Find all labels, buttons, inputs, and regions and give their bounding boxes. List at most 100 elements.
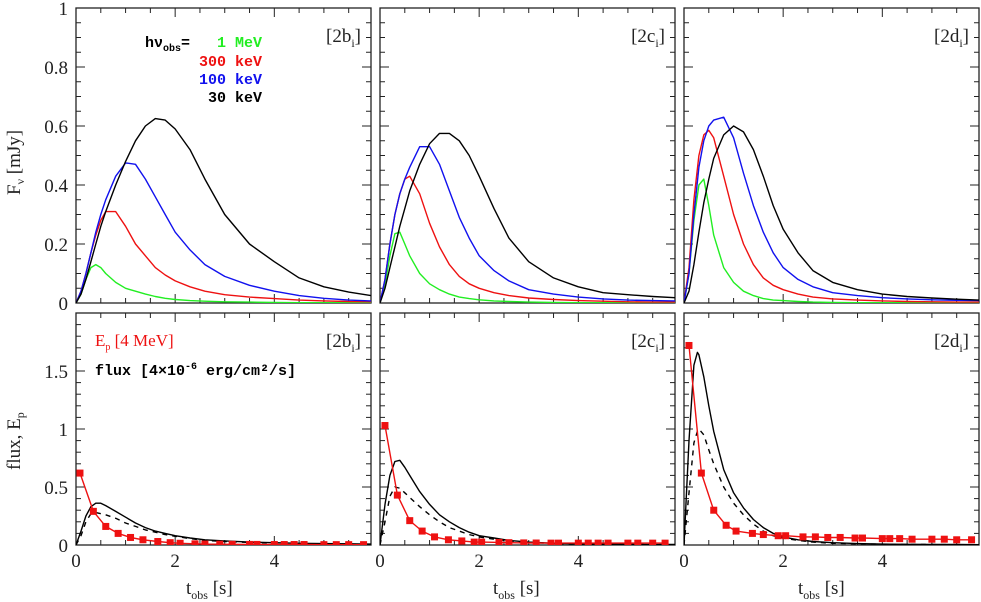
ep-marker — [228, 540, 236, 545]
y-tick-label: 1 — [59, 0, 69, 20]
ep-marker — [495, 538, 503, 545]
ep-marker — [685, 341, 693, 349]
panel-top-1: 0 0.2 0.4 0.6 0.8 1 [2bi] — [44, 0, 372, 315]
top-y-axis-title: Fν [mJy] — [4, 130, 27, 195]
series-line-30-kev — [380, 132, 675, 303]
x-tick-label: 4 — [270, 551, 280, 572]
ep-marker — [393, 491, 401, 499]
plot-area — [76, 117, 371, 303]
plot-area — [684, 116, 979, 303]
panel-bottom-3: 0 2 4 [2di] — [679, 312, 980, 572]
legend-prefix: hνobs= — [145, 35, 190, 55]
ep-marker — [836, 533, 844, 541]
ep-marker — [896, 535, 904, 543]
ep-marker — [127, 533, 135, 541]
y-tick-label: 0 — [59, 536, 69, 557]
ep-marker — [634, 539, 642, 545]
ep-marker — [722, 521, 730, 529]
ep-marker — [532, 539, 540, 545]
ep-marker — [76, 469, 84, 477]
series-line-30-kev — [76, 117, 371, 303]
legend-ep: Ep [4 MeV] — [95, 331, 174, 353]
panel-bottom-1: 0 0.5 1 1.5 0 2 4 [2bi] — [44, 312, 372, 572]
series-line-100-kev — [380, 146, 675, 303]
panel-label: [2ci] — [631, 26, 665, 50]
ep-marker — [604, 539, 612, 545]
flux-solid-line — [76, 502, 371, 545]
y-tick-label: 0.6 — [44, 117, 68, 138]
ep-marker — [661, 539, 669, 545]
ep-marker — [759, 531, 767, 539]
series-line-1-mev — [380, 231, 675, 303]
ep-marker — [594, 539, 602, 545]
x-tick-label: 0 — [71, 551, 81, 572]
y-tick-label: 1 — [59, 420, 69, 441]
ep-marker — [216, 540, 224, 545]
panel-frame — [683, 7, 980, 304]
ep-marker — [280, 541, 288, 545]
series-line-1-mev — [684, 178, 979, 303]
flux-dashed-line — [76, 511, 371, 545]
ep-marker — [799, 533, 807, 541]
ep-marker — [520, 539, 528, 545]
flux-dashed-line — [380, 486, 675, 545]
legend-entry-100kev: 100 keV — [199, 72, 262, 89]
series-line-300-kev — [684, 129, 979, 303]
ep-line — [688, 345, 972, 541]
x-tick-label: 2 — [778, 551, 788, 572]
ep-marker — [290, 541, 298, 545]
ep-marker — [858, 534, 866, 542]
plot-area — [380, 132, 675, 303]
series-line-300-kev — [380, 175, 675, 303]
ep-marker — [458, 537, 466, 545]
panel-top-2: [2ci] — [379, 7, 676, 304]
ep-marker — [811, 533, 819, 541]
ep-marker — [332, 541, 340, 545]
bottom-y-axis-title: flux, Ep — [4, 412, 27, 470]
ep-marker — [114, 529, 122, 537]
ep-marker — [928, 535, 936, 543]
panel-label: [2ci] — [631, 331, 665, 355]
ep-line — [79, 472, 364, 545]
legend-entry-1mev: 1 MeV — [217, 35, 262, 52]
y-tick-label: 1.5 — [44, 362, 68, 383]
y-tick-label: 0.2 — [44, 235, 68, 256]
ep-marker — [851, 534, 859, 542]
x-tick-label: 2 — [474, 551, 484, 572]
series-line-100-kev — [76, 162, 371, 303]
ep-marker — [547, 539, 555, 545]
ep-marker — [191, 540, 199, 545]
ep-marker — [505, 539, 513, 545]
legend-entry-30kev: 30 keV — [208, 90, 262, 107]
ep-marker — [470, 538, 478, 545]
ep-marker — [102, 522, 110, 530]
ep-marker — [139, 536, 147, 544]
ep-marker — [444, 536, 452, 544]
ep-marker — [176, 539, 184, 545]
x-tick-label: 0 — [679, 551, 689, 572]
plot-area — [76, 469, 371, 545]
ep-marker — [940, 535, 948, 543]
panel-label: [2bi] — [326, 331, 361, 355]
ep-marker — [953, 536, 961, 544]
ep-marker — [381, 422, 389, 430]
series-line-100-kev — [684, 116, 979, 303]
ep-marker — [270, 541, 278, 545]
ep-marker — [624, 539, 632, 545]
ep-marker — [748, 529, 756, 537]
ep-marker — [649, 539, 657, 545]
y-tick-label: 0.4 — [44, 176, 68, 197]
panel-label: [2di] — [934, 26, 969, 50]
ep-marker — [697, 469, 705, 477]
panel-label: [2di] — [934, 331, 969, 355]
panel-bottom-2: 0 2 4 [2ci] — [375, 312, 676, 572]
y-tick-label: 0 — [59, 294, 69, 315]
ep-marker — [201, 540, 209, 545]
panel-top-3: [2di] — [683, 7, 980, 304]
ep-marker — [406, 517, 414, 525]
y-tick-label: 0.5 — [44, 478, 68, 499]
ep-marker — [908, 535, 916, 543]
ep-marker — [878, 535, 886, 543]
panel-label: [2bi] — [326, 26, 361, 50]
